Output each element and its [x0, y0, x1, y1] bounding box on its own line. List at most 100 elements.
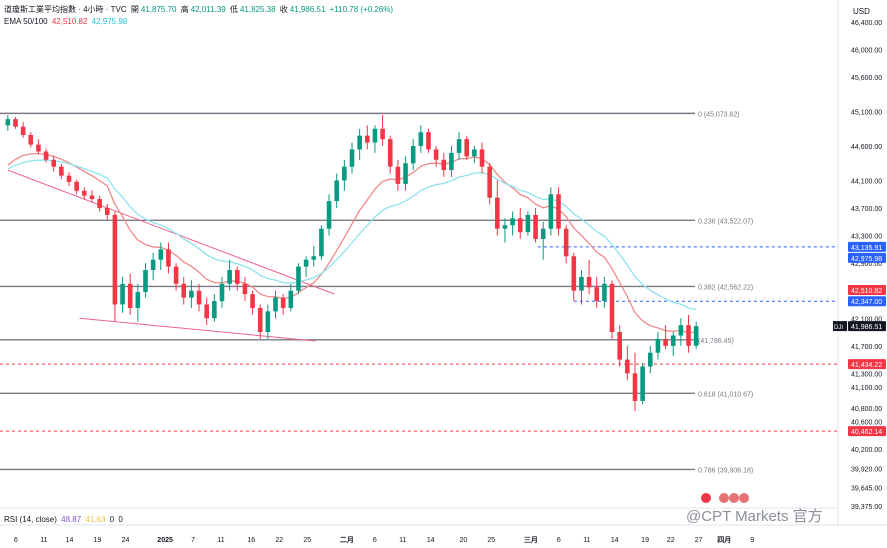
open-value: 41,875.70: [140, 5, 177, 14]
time-tick-label: 14: [427, 537, 435, 544]
candle-body: [311, 256, 317, 260]
candle-body: [280, 297, 286, 308]
candle-body: [166, 249, 171, 267]
time-tick-label: 24: [122, 537, 130, 544]
fib-level-label: 0.382 (42,562.22): [698, 284, 753, 291]
candle-body: [670, 335, 676, 346]
candle-body: [586, 276, 592, 288]
candle-body: [548, 194, 554, 229]
candle-body: [579, 276, 584, 291]
candle-body: [326, 201, 332, 229]
rsi-value: 48.87: [61, 515, 82, 524]
candle-body: [632, 373, 638, 401]
candle-body: [456, 139, 462, 153]
currency-label: USD: [853, 7, 870, 16]
price-tag: [848, 426, 886, 437]
candle-body: [13, 119, 18, 127]
candle-body: [234, 270, 240, 284]
symbol-tag-label: DJI: [834, 325, 843, 331]
rsi-zero2: 0: [118, 515, 123, 524]
high-label: 高: [180, 5, 189, 14]
watermark: @CPT Markets 官方: [686, 508, 823, 525]
time-tick-label: 19: [641, 537, 649, 544]
candle-body: [257, 307, 263, 333]
candle-body: [609, 283, 615, 333]
price-tag: [848, 284, 886, 295]
candle-body: [403, 163, 408, 184]
fib-level-label: 0.786 (39,906.18): [698, 467, 753, 474]
candle-body: [28, 134, 34, 145]
candle-body: [36, 144, 41, 152]
price-tag-label: 42,510.82: [851, 288, 882, 295]
time-tick-label: 11: [217, 537, 224, 544]
time-tick-label: 9: [750, 537, 754, 544]
candle-body: [173, 266, 179, 284]
candle-body: [5, 119, 11, 126]
symbol-header: 道瓊斯工業平均指數 · 4小時 · TVC 開 41,875.70 高 42,011…: [4, 4, 395, 15]
candle-body: [510, 218, 515, 226]
candle-body: [120, 283, 125, 305]
close-label: 收: [279, 5, 288, 14]
time-tick-label: 22: [667, 537, 675, 544]
rsi-header: RSI (14, close) 48.87 41.63 0 0: [4, 515, 125, 524]
candle-body: [89, 195, 95, 200]
time-tick-label: 6: [557, 537, 561, 544]
candle-body: [196, 290, 202, 305]
price-tick-label: 44,100.00: [851, 178, 882, 185]
ema100-line: [7, 159, 697, 311]
time-tick-label: 14: [611, 537, 619, 544]
candle-body: [74, 181, 79, 191]
candle-body: [204, 304, 209, 319]
candle-body: [150, 259, 156, 271]
candle-body: [288, 290, 294, 308]
candle-body: [104, 208, 110, 215]
candle-body: [464, 139, 470, 157]
candle-body: [357, 135, 362, 150]
price-tag: [848, 321, 886, 332]
symbol-line: 道瓊斯工業平均指數 · 4小時 · TVC: [4, 5, 127, 14]
price-tag: [848, 359, 886, 370]
candle-body: [449, 152, 454, 171]
candle-body: [594, 287, 600, 302]
price-tick-label: 40,200.00: [851, 447, 882, 454]
candle-body: [602, 283, 607, 302]
candle-body: [97, 199, 102, 209]
candle-body: [502, 225, 508, 229]
candle-body: [112, 214, 118, 305]
event-icons: [700, 491, 752, 510]
price-tick-label: 40,600.00: [851, 420, 882, 427]
time-tick-label: 14: [66, 537, 74, 544]
candle-body: [334, 180, 339, 202]
time-tick-label: 11: [40, 537, 47, 544]
price-tag-label: 41,986.51: [851, 324, 882, 331]
candle-body: [303, 259, 309, 267]
price-tick-label: 41,300.00: [851, 371, 882, 378]
fib-level-label: 0.618 (41,010.67): [698, 391, 753, 398]
low-value: 41,825.38: [239, 5, 276, 14]
price-tick-label: 43,700.00: [851, 206, 882, 213]
price-tag: [848, 296, 886, 307]
close-value: 41,986.51: [289, 5, 326, 14]
price-tag: [848, 252, 886, 263]
candle-body: [533, 214, 538, 240]
candle-body: [556, 194, 561, 229]
time-tick-label: 二月: [340, 536, 354, 544]
price-tag-label: 41,434.22: [851, 362, 882, 369]
ema100-value: 42,975.98: [91, 17, 128, 26]
time-tick-label: 三月: [524, 536, 538, 544]
price-tick-label: 39,920.00: [851, 466, 882, 473]
candle-body: [189, 290, 194, 298]
trend-channel-line: [79, 317, 316, 342]
candle-body: [487, 166, 492, 198]
candle-body: [418, 132, 424, 147]
candle-body: [678, 325, 684, 336]
flag-icon: [739, 493, 749, 503]
candle-body: [143, 270, 148, 293]
price-tick-label: 45,100.00: [851, 110, 882, 117]
price-tick-label: 46,400.00: [851, 20, 882, 27]
price-tick-label: 39,375.00: [851, 504, 882, 511]
time-tick-label: 7: [191, 537, 195, 544]
candle-body: [517, 218, 523, 233]
candle-body: [663, 338, 668, 346]
